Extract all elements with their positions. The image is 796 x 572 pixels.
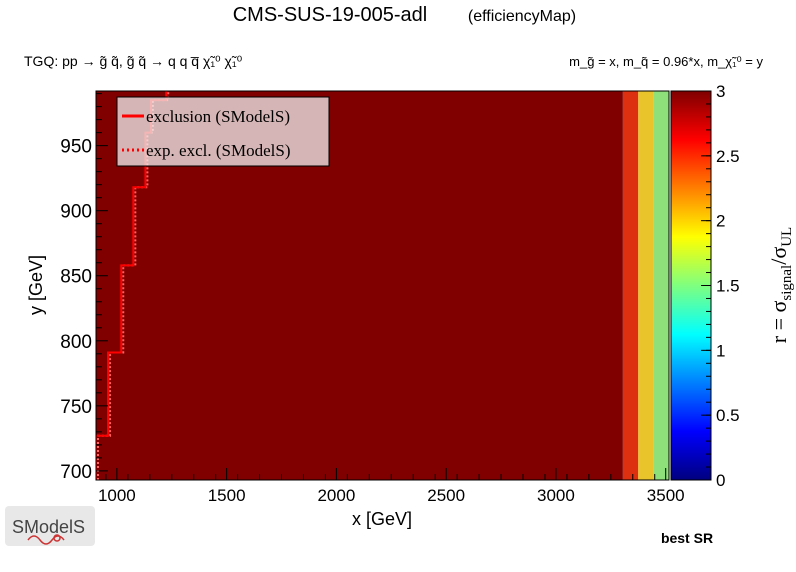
heatmap-cell: [638, 91, 654, 480]
smodels-logo: SModelS: [5, 506, 95, 546]
x-tick-label: 3000: [537, 486, 575, 505]
heatmap-cell: [653, 91, 669, 480]
mass-label: m_g̃ = x, m_q̃ = 0.96*x, m_χ̃₁⁰ = y: [569, 54, 763, 69]
y-tick-label: 950: [60, 137, 92, 158]
z-tick-label: 1.5: [716, 277, 740, 296]
legend-box: [116, 96, 330, 167]
chart-subtitle: (efficiencyMap): [468, 8, 576, 25]
y-axis: 700 750 800 850 900 950: [60, 93, 108, 483]
legend-label-exclusion: exclusion (SModelS): [146, 107, 290, 126]
best-sr-label: best SR: [661, 530, 713, 546]
x-axis: 1000 1500 2000 2500 3000 3500: [98, 468, 685, 505]
heatmap-cell: [622, 91, 639, 480]
legend: exclusion (SModelS) exp. excl. (SModelS): [116, 96, 330, 167]
z-tick-label: 0.5: [716, 406, 740, 425]
x-tick-label: 3500: [647, 486, 685, 505]
y-tick-label: 900: [60, 202, 92, 223]
process-label: TGQ: pp → g̃ q̃, g̃ q̃ → q q q̅ χ̃₁⁰ χ̃₁…: [24, 53, 243, 69]
x-tick-label: 1500: [208, 486, 246, 505]
z-axis-title: r = σsignal/σUL: [766, 227, 795, 343]
chart-title: CMS-SUS-19-005-adl: [233, 4, 428, 26]
logo-text: SModelS: [12, 517, 85, 537]
x-tick-label: 2500: [427, 486, 465, 505]
z-tick-label: 0: [716, 471, 725, 490]
x-axis-title: x [GeV]: [352, 509, 412, 529]
y-tick-label: 750: [60, 397, 92, 418]
plot-frame: [95, 90, 670, 481]
y-axis-title: y [GeV]: [26, 255, 46, 315]
z-tick-label: 3: [716, 82, 725, 101]
colorbar-axis: 0 0.5 1 1.5 2 2.5 3: [701, 82, 740, 490]
logo-backdrop: [5, 506, 95, 546]
logo-wave: [27, 535, 65, 545]
z-axis-title-text: r = σsignal/σUL: [766, 227, 795, 343]
logo-dot: [53, 534, 61, 542]
legend-label-exp-exclusion: exp. excl. (SModelS): [146, 141, 290, 160]
x-tick-label: 2000: [317, 486, 355, 505]
y-tick-label: 700: [60, 462, 92, 483]
z-tick-label: 1: [716, 341, 725, 360]
y-tick-label: 850: [60, 267, 92, 288]
z-tick-label: 2.5: [716, 147, 740, 166]
x-tick-label: 1000: [98, 486, 136, 505]
y-tick-label: 800: [60, 332, 92, 353]
z-tick-label: 2: [716, 212, 725, 231]
